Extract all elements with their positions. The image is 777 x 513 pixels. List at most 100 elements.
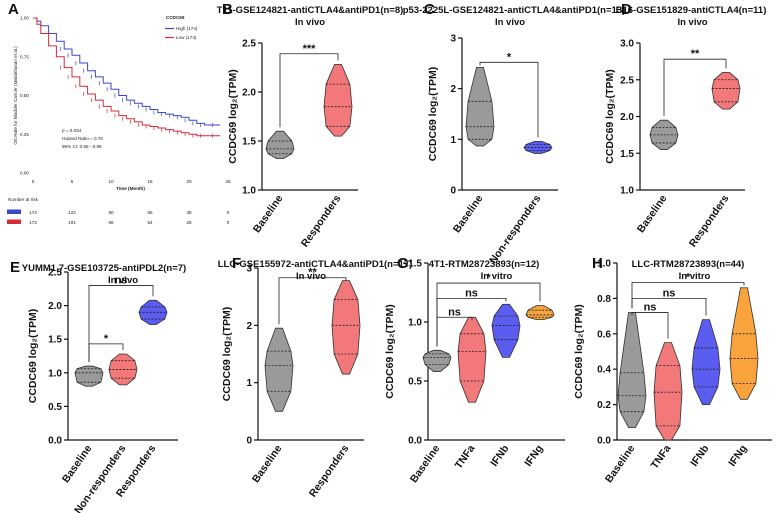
panel-b: BT11-GSE124821-antiCTLA4&antiPD1(n=8)In … bbox=[217, 1, 404, 249]
km-ytick: 0.50 bbox=[20, 93, 29, 98]
y-tick-label: 0.4 bbox=[597, 365, 611, 376]
km-risk-count: 65 bbox=[147, 210, 153, 215]
y-tick-label: 1.5 bbox=[620, 149, 634, 160]
panel-d-ylabel: CCDC69 log₂(TPM) bbox=[604, 69, 616, 164]
km-xtick: 15 bbox=[147, 179, 153, 184]
panel-e-subtitle: In vivo bbox=[108, 275, 138, 286]
violin-baseline bbox=[422, 349, 452, 372]
km-risk-count: 28 bbox=[186, 220, 192, 225]
y-tick-label: 2.5 bbox=[48, 268, 62, 279]
x-category-label: Baseline bbox=[250, 443, 285, 485]
violin-responders bbox=[323, 64, 353, 137]
km-ytick: 0.00 bbox=[20, 171, 29, 176]
km-stat: 95% CI: 0.58 - 0.98 bbox=[62, 144, 102, 149]
y-tick-label: 0.5 bbox=[48, 402, 62, 413]
significance-label: ns bbox=[465, 287, 478, 299]
panel-h-ylabel: CCDC69 log₂(TPM) bbox=[573, 304, 585, 399]
y-tick-label: 1.0 bbox=[597, 259, 611, 270]
y-tick-label: 1.0 bbox=[620, 186, 634, 197]
x-category-label: Non-responders bbox=[487, 193, 543, 266]
significance-label: *** bbox=[303, 43, 317, 55]
significance-bracket bbox=[479, 61, 539, 138]
panel-b-ylabel: CCDC69 log₂(TPM) bbox=[227, 69, 239, 164]
panel-g-title: 4T1-RTM28723893(n=12) bbox=[429, 259, 540, 270]
x-category-label: Baseline bbox=[635, 193, 670, 235]
km-xtick: 20 bbox=[186, 179, 192, 184]
km-stat: Hazard Ratio = 0.76 bbox=[62, 136, 103, 141]
y-tick-label: 0.0 bbox=[48, 436, 62, 447]
panel-h-title: LLC-RTM28723893(n=44) bbox=[632, 259, 745, 270]
km-risk-count: 54 bbox=[147, 220, 153, 225]
km-xtick: 5 bbox=[71, 179, 74, 184]
significance-label: * bbox=[507, 51, 512, 63]
y-tick-label: 0.0 bbox=[597, 436, 611, 447]
panel-d-title: B16-GSE151829-antiCTLA4(n=11) bbox=[616, 5, 767, 16]
y-tick-label: 0 bbox=[246, 436, 252, 447]
km-risk-count: 122 bbox=[68, 210, 76, 215]
km-risk-count: 174 bbox=[29, 210, 37, 215]
x-category-label: IFNb bbox=[488, 443, 511, 469]
x-category-label: Responders bbox=[307, 443, 352, 500]
km-xtick: 0 bbox=[32, 179, 35, 184]
y-tick-label: 2 bbox=[450, 84, 456, 95]
panel-label-f: F bbox=[232, 255, 241, 272]
panel-f-subtitle: In vivo bbox=[296, 271, 326, 282]
km-risk-count: 173 bbox=[29, 220, 37, 225]
km-stat: p = 0.034 bbox=[62, 128, 82, 133]
x-category-label: TNFa bbox=[649, 443, 674, 472]
significance-label: ** bbox=[691, 48, 700, 60]
km-risk-count: 66 bbox=[108, 220, 114, 225]
violin-baseline bbox=[617, 312, 647, 429]
x-category-label: Baseline bbox=[603, 443, 638, 485]
significance-bracket bbox=[279, 53, 339, 128]
km-risk-count: 90 bbox=[108, 210, 114, 215]
panel-g: G 4T1-RTM28723893(n=12)In vitro 0.0 0.5 1.0 1… bbox=[384, 255, 565, 485]
significance-label: * bbox=[104, 333, 109, 345]
y-tick-label: 2 bbox=[246, 321, 252, 332]
km-ylabel: OS Rate for Bladder Cancer (Mariathasan … bbox=[13, 46, 18, 145]
km-legend-title: CCDC69 bbox=[166, 15, 185, 20]
x-category-label: Responders bbox=[687, 193, 732, 250]
km-curve-high bbox=[33, 17, 221, 126]
significance-label: ns bbox=[115, 274, 128, 286]
panel-label-e: E bbox=[10, 259, 20, 276]
km-xlabel: Time (Month) bbox=[116, 186, 145, 191]
panel-a: A 0.00 0.25 0.50 0.75 1.00 0 5 10 15 20 25 Time (Mon… bbox=[7, 1, 231, 225]
y-tick-label: 1.5 bbox=[48, 335, 62, 346]
km-risk-swatch bbox=[7, 209, 21, 214]
panel-h: H LLC-RTM28723893(n=44)In vitro 0.0 0.2 0.4 0… bbox=[573, 255, 772, 485]
panel-label-h: H bbox=[592, 255, 603, 272]
y-tick-label: 1 bbox=[246, 378, 252, 389]
violin-baseline bbox=[74, 365, 104, 387]
panel-c-ylabel: CCDC69 log₂(TPM) bbox=[427, 67, 439, 162]
y-tick-label: 0.0 bbox=[408, 436, 422, 447]
significance-bracket bbox=[631, 282, 745, 309]
panel-h-subtitle: In vitro bbox=[679, 271, 711, 282]
km-risk-count: 0 bbox=[227, 220, 230, 225]
km-xtick: 25 bbox=[225, 179, 231, 184]
significance-label: ns bbox=[644, 302, 657, 314]
y-tick-label: 0.8 bbox=[597, 294, 611, 305]
x-category-label: Baseline bbox=[60, 443, 95, 485]
panel-e-title: YUMM1.7-GSE103725-antiPDL2(n=7) bbox=[22, 263, 186, 274]
x-category-label: IFNg bbox=[726, 443, 749, 469]
panel-b-subtitle: In vivo bbox=[295, 17, 325, 28]
violin-tnfa bbox=[457, 316, 487, 403]
significance-label: * bbox=[686, 271, 691, 283]
significance-label: * bbox=[486, 272, 491, 284]
violin-responders bbox=[711, 72, 741, 110]
panel-c: Cp53-2225L-GSE124821-antiCTLA4&antiPD1(n… bbox=[403, 1, 626, 266]
km-risk-title: Number at risk bbox=[8, 197, 39, 202]
panel-label-a: A bbox=[8, 1, 19, 18]
y-tick-label: 3 bbox=[450, 34, 456, 45]
significance-label: ns bbox=[663, 287, 676, 299]
panel-c-title: p53-2225L-GSE124821-antiCTLA4&antiPD1(n=… bbox=[403, 5, 626, 16]
violin-ifng bbox=[525, 305, 555, 321]
x-category-label: IFNb bbox=[688, 443, 711, 469]
y-tick-label: 1.5 bbox=[242, 137, 256, 148]
panel-label-g: G bbox=[397, 255, 409, 272]
y-tick-label: 0.6 bbox=[597, 329, 611, 340]
km-legend-item: Low (173) bbox=[176, 35, 197, 40]
